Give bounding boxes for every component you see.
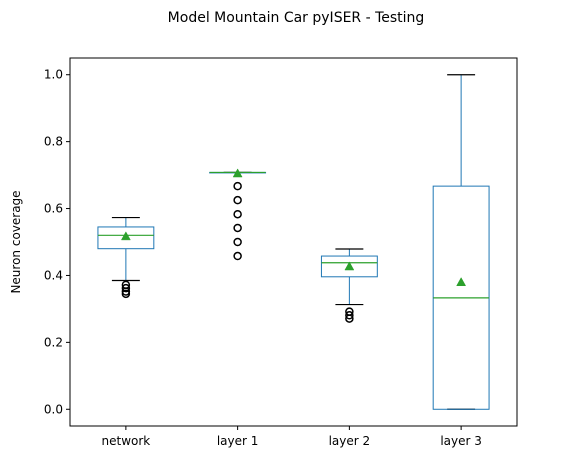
y-axis-label: Neuron coverage: [9, 190, 23, 293]
box-iqr: [97, 226, 155, 250]
mean-marker: [456, 277, 467, 286]
outlier-point: [121, 289, 131, 299]
outlier-point: [233, 223, 242, 233]
mean-marker: [232, 168, 243, 178]
mean-marker: [120, 231, 131, 241]
plot-frame: [69, 57, 518, 427]
x-tick-label: layer 2: [329, 434, 371, 448]
outlier-point: [121, 283, 131, 293]
outlier-point: [233, 181, 242, 191]
x-tick-label: network: [102, 434, 151, 448]
x-tick-label: layer 3: [440, 434, 482, 448]
outlier-point: [233, 237, 242, 247]
outlier-point: [233, 195, 242, 205]
y-tick-label: 0.8: [44, 135, 63, 149]
x-tick-label: layer 1: [217, 434, 259, 448]
outlier-point: [345, 311, 354, 320]
y-tick-label: 0.0: [44, 402, 63, 416]
mean-marker: [344, 261, 355, 271]
plot-area: 0.0 0.2 0.4 0.6 0.8 1.0 network layer 1 layer 2 l…: [44, 68, 490, 448]
outlier-point: [233, 251, 242, 261]
outlier-point: [233, 209, 242, 219]
y-tick-label: 1.0: [44, 68, 63, 82]
chart-title: Model Mountain Car pyISER - Testing: [168, 10, 425, 26]
outlier-point: [345, 314, 354, 323]
y-tick-label: 0.2: [44, 335, 63, 349]
y-tick-label: 0.6: [44, 202, 63, 216]
y-tick-label: 0.4: [44, 268, 63, 282]
box-iqr: [320, 255, 378, 278]
